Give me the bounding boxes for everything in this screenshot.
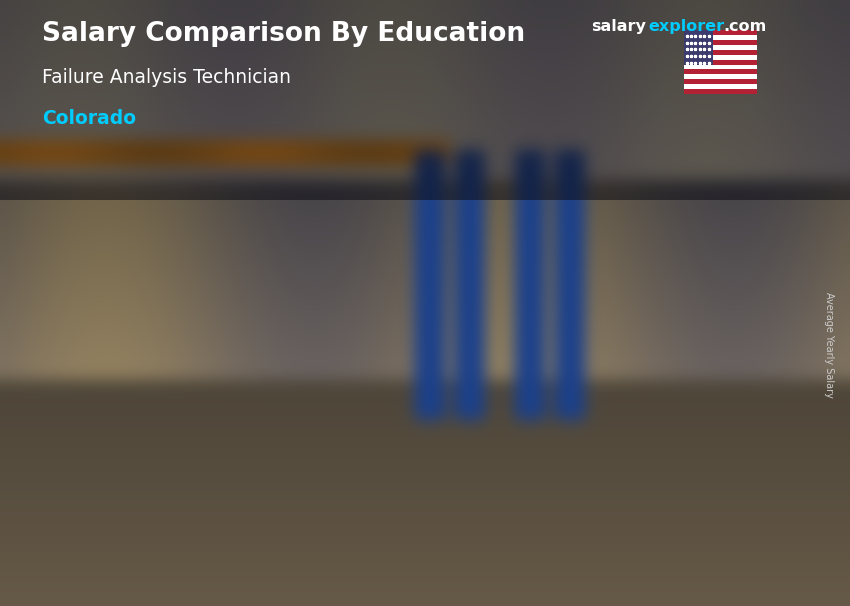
Bar bbox=[668, 234, 678, 503]
Text: Average Yearly Salary: Average Yearly Salary bbox=[824, 293, 834, 398]
Text: +68%: +68% bbox=[456, 164, 536, 188]
Bar bbox=[684, 45, 756, 50]
Text: 38,800 USD: 38,800 USD bbox=[312, 320, 400, 335]
Text: Bachelor's
Degree: Bachelor's Degree bbox=[568, 534, 651, 567]
Text: explorer: explorer bbox=[649, 19, 725, 35]
Text: +57%: +57% bbox=[229, 273, 309, 297]
Bar bbox=[684, 35, 756, 40]
Bar bbox=[684, 75, 756, 79]
Bar bbox=[550, 234, 668, 503]
Bar bbox=[684, 40, 756, 45]
Bar bbox=[684, 50, 756, 55]
Bar bbox=[550, 228, 678, 234]
Bar bbox=[215, 401, 225, 503]
Bar bbox=[684, 59, 756, 65]
Text: salary: salary bbox=[591, 19, 646, 35]
Text: Colorado: Colorado bbox=[42, 109, 137, 128]
Bar bbox=[684, 89, 756, 94]
Text: 24,700 USD: 24,700 USD bbox=[86, 378, 173, 393]
Bar bbox=[684, 30, 756, 35]
Text: 65,000 USD: 65,000 USD bbox=[539, 211, 626, 227]
Bar bbox=[324, 342, 441, 503]
Bar bbox=[441, 342, 451, 503]
Text: .com: .com bbox=[723, 19, 767, 35]
Text: High School: High School bbox=[108, 534, 203, 549]
Bar bbox=[684, 84, 756, 89]
Text: Failure Analysis Technician: Failure Analysis Technician bbox=[42, 68, 292, 87]
Bar bbox=[97, 401, 215, 503]
Bar bbox=[324, 336, 451, 342]
Bar bbox=[684, 79, 756, 84]
Text: Salary Comparison By Education: Salary Comparison By Education bbox=[42, 21, 525, 47]
Bar bbox=[684, 30, 713, 65]
Bar bbox=[684, 70, 756, 75]
Bar bbox=[684, 65, 756, 70]
Bar bbox=[684, 55, 756, 59]
Bar bbox=[97, 395, 225, 401]
Text: Certificate or
Diploma: Certificate or Diploma bbox=[330, 534, 435, 567]
